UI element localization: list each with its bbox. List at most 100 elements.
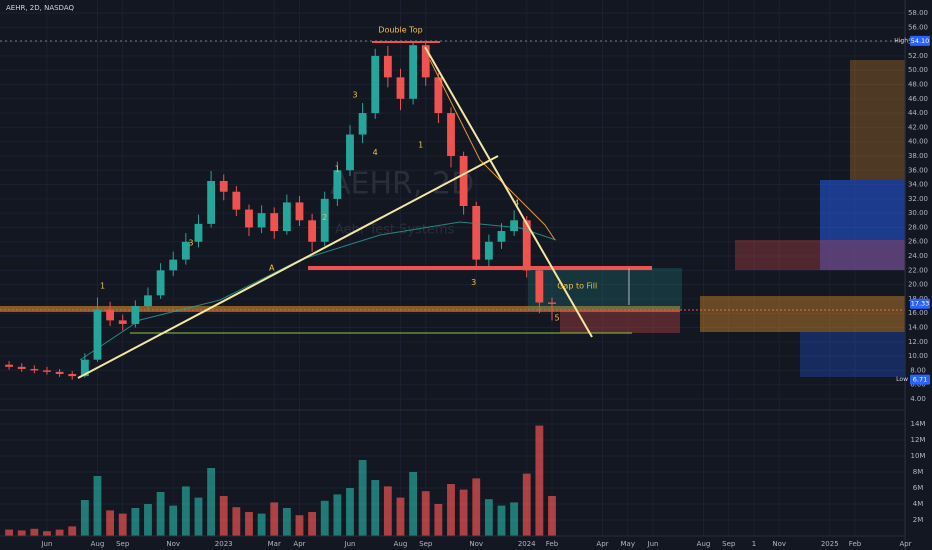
candle-body xyxy=(55,371,64,374)
price-badge-name: Low xyxy=(896,376,908,383)
price-badge-name: High xyxy=(894,37,908,44)
volume-bar xyxy=(43,531,51,536)
x-tick-label: Nov xyxy=(772,540,786,548)
y-tick-label: 6.00 xyxy=(910,381,926,389)
price-badge-label: 6.71 xyxy=(913,376,927,384)
candle-body xyxy=(270,213,279,232)
volume-bar xyxy=(333,494,342,536)
volume-profile xyxy=(700,60,905,377)
candle-body xyxy=(447,113,455,156)
candle-body xyxy=(371,55,380,114)
y-tick-label: 46.00 xyxy=(908,95,928,103)
volume-bar xyxy=(169,505,178,536)
x-tick-label: Jun xyxy=(647,540,659,548)
y-tick-label: 30.00 xyxy=(908,209,928,217)
candle-body xyxy=(484,241,493,260)
annotation: 1 xyxy=(335,164,340,173)
y-tick-label: 22.00 xyxy=(908,266,928,274)
watermark: AEHR, 2D xyxy=(330,167,474,202)
ma-slow xyxy=(79,221,557,361)
x-tick-label: Jun xyxy=(344,540,356,548)
candle-body xyxy=(346,134,354,171)
profile-block xyxy=(820,180,905,270)
volume-bar xyxy=(320,500,329,536)
price-badge xyxy=(910,374,930,385)
volume-bar xyxy=(434,504,443,536)
volume-bar xyxy=(358,460,367,536)
volume-bar xyxy=(232,507,241,536)
x-tick-label: Aug xyxy=(697,540,711,548)
y-tick-label: 52.00 xyxy=(908,52,928,60)
candle-body xyxy=(106,309,115,321)
y-tick-label: 12.00 xyxy=(908,338,928,346)
x-tick-label: Apr xyxy=(596,540,608,548)
candle-body xyxy=(295,202,304,221)
y-tick-label: 20.00 xyxy=(908,281,928,289)
y-tick-label: 38.00 xyxy=(908,152,928,160)
candle-body xyxy=(118,320,127,324)
annotation: 3 xyxy=(471,278,476,287)
volume-bar xyxy=(245,512,253,536)
volume-bar xyxy=(459,489,468,536)
candle-body xyxy=(17,366,26,369)
volume-bar xyxy=(207,468,216,536)
y-tick-label: 8.00 xyxy=(910,366,926,374)
annotation: 4 xyxy=(514,199,519,208)
support-zone xyxy=(0,306,680,312)
volume-bar xyxy=(219,496,228,536)
candle-body xyxy=(548,302,556,304)
volume-bar xyxy=(282,508,291,536)
profile-block xyxy=(735,240,905,270)
volume-bar xyxy=(80,500,89,536)
volume-tick-label: 4M xyxy=(913,500,924,508)
candle-body xyxy=(333,170,342,199)
y-tick-label: 26.00 xyxy=(908,238,928,246)
candle-body xyxy=(358,113,367,135)
candles xyxy=(5,40,556,536)
volume-bar xyxy=(30,528,39,536)
y-tick-label: 16.00 xyxy=(908,309,928,317)
candle-body xyxy=(522,220,531,271)
y-tick-label: 48.00 xyxy=(908,80,928,88)
volume-tick-label: 10M xyxy=(911,452,926,460)
annotation: 1 xyxy=(418,141,423,150)
x-tick-label: Aug xyxy=(91,540,105,548)
chart-title: AEHR, 2D, NASDAQ xyxy=(6,4,74,12)
resistance-line xyxy=(308,266,652,270)
candle-body xyxy=(472,206,481,260)
volume-bar xyxy=(5,529,14,536)
candle-body xyxy=(459,155,468,207)
volume-bar xyxy=(68,526,77,536)
annotation: 3 xyxy=(352,91,357,100)
x-tick-label: Jun xyxy=(40,540,52,548)
annotation: Double Top xyxy=(378,26,422,35)
volume-bar xyxy=(131,508,140,536)
candle-body xyxy=(257,213,266,228)
annotation: 1 xyxy=(100,282,105,291)
annotation: 5 xyxy=(554,314,559,323)
candle-body xyxy=(510,220,519,232)
y-tick-label: 14.00 xyxy=(908,324,928,332)
volume-bar xyxy=(522,473,531,536)
candle-body xyxy=(320,198,329,242)
volume-bar xyxy=(472,478,481,536)
x-tick-label: 2024 xyxy=(518,540,536,548)
volume-bar xyxy=(510,502,519,536)
candle-body xyxy=(219,180,228,192)
candle-body xyxy=(245,209,253,228)
x-tick-label: Mar xyxy=(268,540,281,548)
volume-bar xyxy=(371,480,380,536)
volume-bar xyxy=(447,484,455,536)
y-tick-label: 24.00 xyxy=(908,252,928,260)
price-badge-label: 17.33 xyxy=(911,300,930,308)
volume-bar xyxy=(156,492,165,536)
volume-bar xyxy=(106,510,115,536)
candle-body xyxy=(68,373,77,377)
volume-bar xyxy=(484,499,493,536)
volume-bar xyxy=(308,512,317,536)
volume-bar xyxy=(421,491,430,536)
x-tick-label: Feb xyxy=(849,540,862,548)
x-tick-label: Apr xyxy=(899,540,911,548)
volume-tick-label: 8M xyxy=(913,468,924,476)
